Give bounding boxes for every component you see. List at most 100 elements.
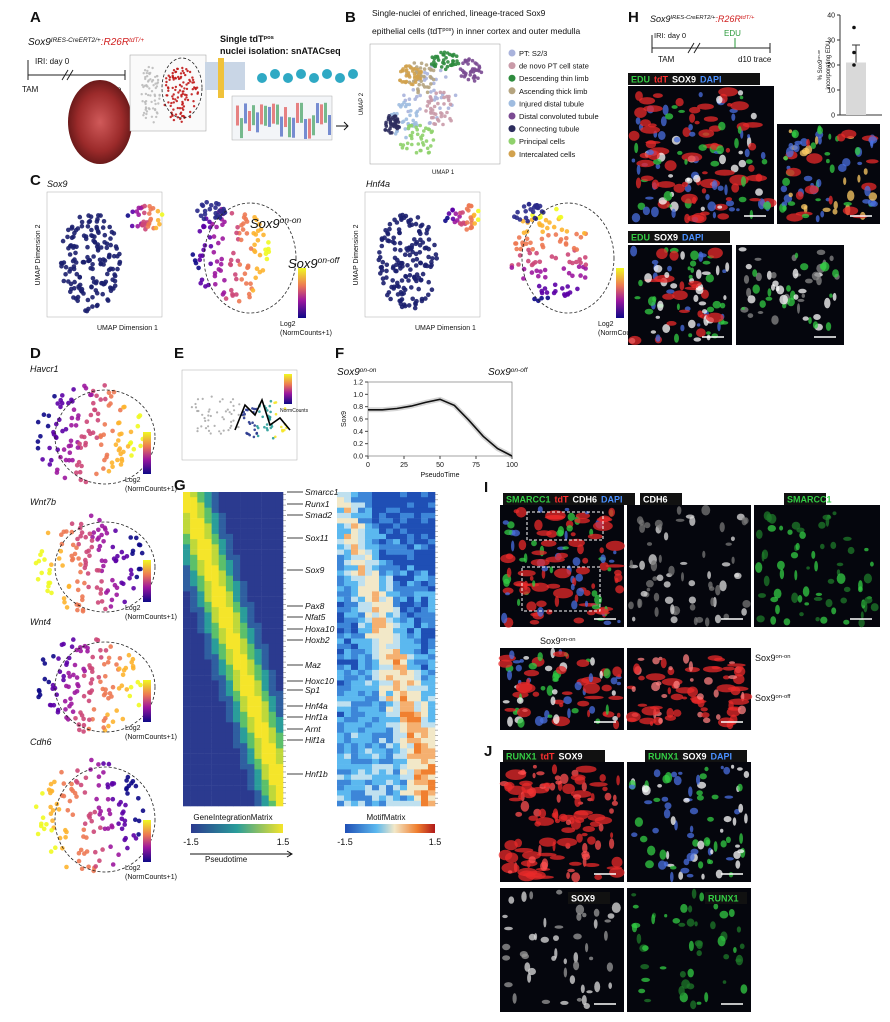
cell-dot xyxy=(517,253,523,258)
heatmap-cell xyxy=(268,753,277,760)
y-tick-label: 40 xyxy=(827,13,835,20)
legend-label: Distal convoluted tubule xyxy=(519,112,599,121)
heatmap-cell xyxy=(393,748,401,754)
cell-dot xyxy=(567,259,572,265)
cell-dot xyxy=(54,470,60,475)
heatmap-cell xyxy=(218,591,227,597)
cell-dot xyxy=(103,691,108,696)
heatmap-cell xyxy=(351,596,359,603)
cell-dot xyxy=(396,227,402,232)
tissue-signal xyxy=(702,260,711,265)
cell-dot xyxy=(520,240,525,245)
cell-dot xyxy=(110,577,115,583)
cell-dot xyxy=(416,67,420,72)
umap-frame xyxy=(46,191,163,318)
heatmap-cell xyxy=(372,507,380,514)
heatmap-cell xyxy=(233,680,241,686)
label: d10 trace xyxy=(738,55,772,64)
heatmap-cell xyxy=(183,675,191,681)
gene-name: Hnf4a xyxy=(305,701,328,711)
heatmap-cell xyxy=(379,748,387,754)
tissue-signal xyxy=(733,851,741,859)
cell-dot xyxy=(69,781,74,787)
heatmap-cell xyxy=(393,554,401,561)
cell-dot xyxy=(177,75,180,79)
tissue-signal xyxy=(517,718,525,728)
cell-dot xyxy=(426,254,431,260)
tissue-signal xyxy=(696,790,703,796)
cell-dot xyxy=(539,236,545,242)
heatmap-cell xyxy=(211,711,219,718)
tissue-signal xyxy=(793,294,799,300)
heatmap-cell xyxy=(190,654,198,660)
cell-dot xyxy=(412,61,417,65)
heatmap-cell xyxy=(218,560,227,566)
cell-dot xyxy=(95,637,101,643)
heatmap-cell xyxy=(358,586,366,592)
cell-dot xyxy=(90,266,95,272)
tissue-signal xyxy=(633,663,641,675)
y-tick-label: 0.0 xyxy=(353,454,363,461)
heatmap-cell xyxy=(414,779,422,786)
tissue-signal xyxy=(557,526,565,537)
cell-dot xyxy=(47,570,52,576)
label-part: Single tdT xyxy=(220,34,264,44)
heatmap-cell xyxy=(261,617,269,624)
heatmap-cell xyxy=(386,575,394,582)
dashed-outline xyxy=(161,57,203,119)
label: Sox9on-on xyxy=(250,215,302,231)
cell-dot xyxy=(82,790,88,795)
cell-dot xyxy=(558,237,564,242)
cell-dot xyxy=(66,584,72,589)
gene-name: Smarcc1 xyxy=(305,487,339,497)
cell-dot xyxy=(450,208,455,213)
heatmap-cell xyxy=(268,758,277,765)
tissue-signal xyxy=(687,832,695,839)
heatmap-cell xyxy=(275,560,284,566)
cell-dot xyxy=(429,98,433,103)
heatmap-cell xyxy=(358,607,366,613)
heatmap-cell xyxy=(372,502,380,508)
tissue-signal xyxy=(640,835,648,843)
cell-dot xyxy=(576,264,582,270)
cell-dot xyxy=(426,292,431,298)
cell-dot xyxy=(524,236,530,242)
tissue-signal xyxy=(744,148,750,158)
cell-dot xyxy=(562,293,568,299)
cell-dot xyxy=(130,209,135,215)
heatmap-cell xyxy=(386,554,394,561)
heatmap-cell xyxy=(211,575,219,582)
heatmap-cell xyxy=(211,717,219,723)
tissue-signal xyxy=(695,616,704,623)
cell-dot xyxy=(174,70,177,74)
cell-dot xyxy=(453,93,458,98)
cell-dot xyxy=(266,240,271,245)
heatmap-cell xyxy=(233,795,241,801)
tissue-signal xyxy=(706,331,711,335)
cell-dot xyxy=(414,150,419,155)
heatmap-cell xyxy=(344,570,352,576)
heatmap-cell xyxy=(247,617,255,624)
heatmap-cell xyxy=(379,549,387,556)
tissue-signal xyxy=(582,682,601,694)
tissue-signal xyxy=(693,337,702,342)
tissue-signal xyxy=(663,532,669,541)
heatmap-cell xyxy=(358,497,366,503)
tissue-signal xyxy=(781,201,788,207)
tissue-signal xyxy=(668,565,675,576)
cell-dot xyxy=(540,229,545,235)
y-tick-label: 10 xyxy=(827,88,835,95)
tissue-signal xyxy=(507,670,512,681)
heatmap-cell xyxy=(386,643,394,650)
cell-dot xyxy=(98,679,103,685)
cell-dot xyxy=(72,662,78,668)
heatmap-cell xyxy=(393,685,401,692)
tissue-signal xyxy=(651,206,659,218)
cell-dot xyxy=(418,148,423,153)
cell-dot xyxy=(121,405,126,410)
cell-dot xyxy=(37,689,42,694)
cell-dot xyxy=(466,208,471,213)
cell-dot xyxy=(108,242,113,248)
heatmap-cell xyxy=(428,680,436,686)
tissue-signal xyxy=(532,764,537,769)
